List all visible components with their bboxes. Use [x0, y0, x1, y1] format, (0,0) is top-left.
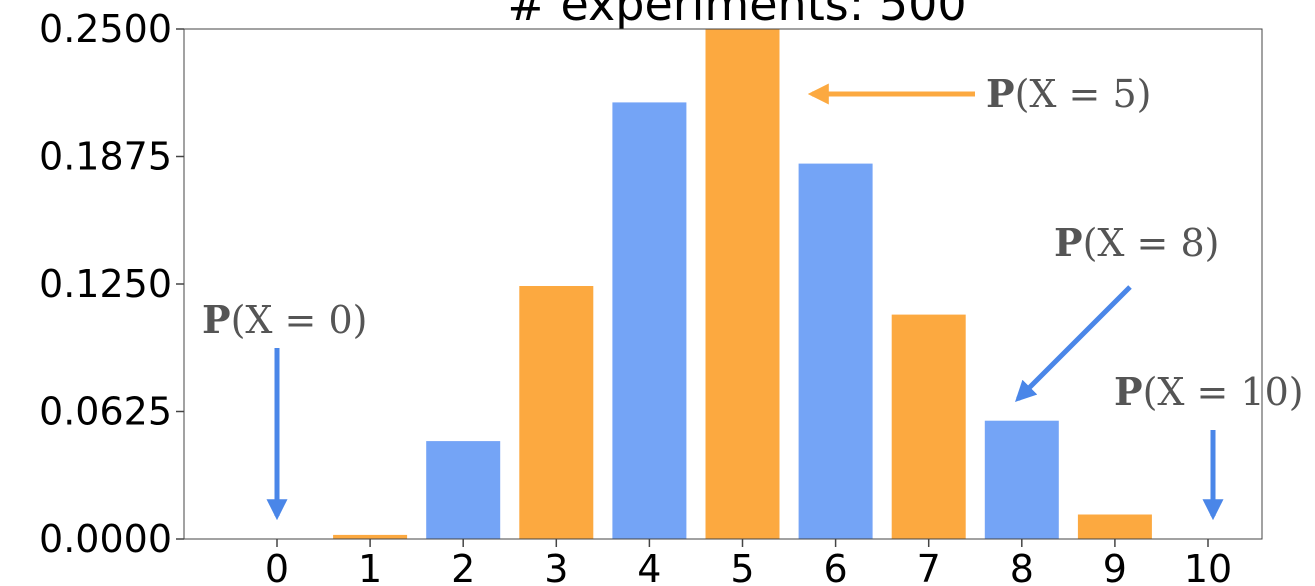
x-axis: 0 1 2 3 4 5 6 7 8 9 10	[265, 539, 1232, 586]
bar-5	[705, 29, 780, 539]
bar-6	[798, 163, 873, 539]
x-tick-label: 5	[730, 547, 754, 586]
arrow-x8	[1015, 285, 1132, 402]
x-tick-label: 6	[824, 547, 848, 586]
x-tick-label: 3	[544, 547, 568, 586]
bars-group	[333, 29, 1152, 540]
x-tick-label: 8	[1010, 547, 1034, 586]
bar-1	[333, 534, 408, 539]
y-tick-label: 0.0625	[39, 390, 172, 434]
annotation-x0: P(X = 0)	[202, 297, 367, 342]
annotation-x5: P(X = 5)	[986, 71, 1151, 116]
x-tick-label: 1	[358, 547, 382, 586]
x-tick-label: 9	[1103, 547, 1127, 586]
y-axis: 0.0000 0.0625 0.1250 0.1875 0.2500	[39, 7, 184, 561]
bar-8	[984, 420, 1059, 539]
x-tick-label: 0	[265, 547, 289, 586]
x-tick-label: 7	[917, 547, 941, 586]
x-tick-label: 4	[637, 547, 661, 586]
annotation-x8: P(X = 8)	[1054, 220, 1219, 265]
bar-4	[612, 102, 687, 540]
annotation-x10: P(X = 10)	[1114, 369, 1304, 414]
bar-3	[519, 286, 594, 539]
bar-9	[1077, 514, 1152, 539]
x-tick-label: 2	[451, 547, 475, 586]
y-tick-label: 0.0000	[39, 517, 172, 561]
bar-2	[426, 441, 501, 539]
x-tick-label: 10	[1184, 547, 1232, 586]
y-tick-label: 0.1875	[39, 135, 172, 179]
chart-title: # experiments: 500	[507, 0, 966, 31]
bar-7	[891, 314, 966, 539]
y-tick-label: 0.1250	[39, 262, 172, 306]
y-tick-label: 0.2500	[39, 7, 172, 51]
